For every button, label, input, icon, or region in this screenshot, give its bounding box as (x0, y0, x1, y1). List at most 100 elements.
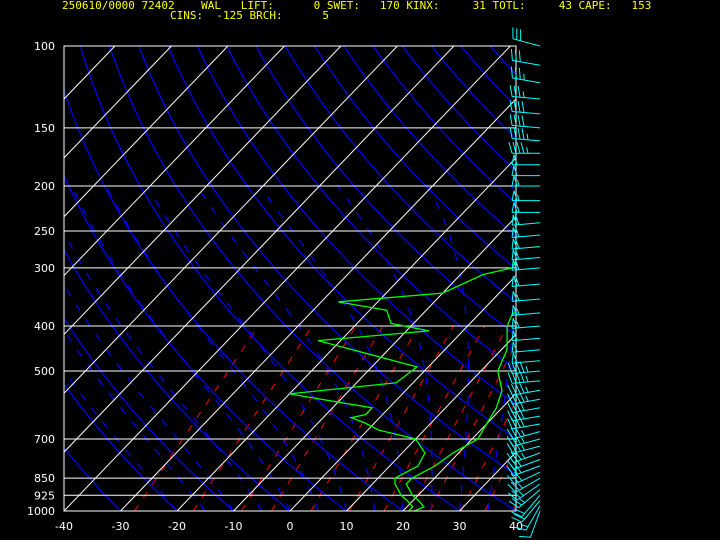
isotherm (459, 451, 516, 511)
isotherm (0, 46, 2, 511)
isotherm (289, 274, 516, 511)
moist-adiabats (64, 185, 516, 511)
wind-barb (506, 456, 541, 470)
y-tick-label: 300 (34, 262, 55, 275)
wind-barb (514, 505, 541, 531)
y-tick-label: 400 (34, 320, 55, 333)
mixing-ratio-line (348, 325, 454, 511)
wind-barb (510, 48, 541, 66)
wind-barb (511, 154, 540, 166)
wind-barb (507, 400, 541, 414)
mixing-ratio-line (134, 325, 259, 511)
x-tick-label: 10 (340, 520, 354, 533)
y-tick-label: 250 (34, 225, 55, 238)
x-tick-label: 20 (396, 520, 410, 533)
wind-barb (511, 305, 541, 316)
y-tick-label: 200 (34, 180, 55, 193)
isotherm (402, 392, 516, 511)
moist-adiabat (64, 329, 206, 511)
mixing-ratio-line (535, 326, 619, 511)
isotherm (346, 333, 516, 511)
temperature-axis-labels: -40 -30 -20 -10 0 10 20 30 40 (55, 520, 523, 533)
dry-adiabat (64, 383, 178, 511)
y-tick-label: 150 (34, 122, 55, 135)
wind-barb (506, 471, 541, 485)
wind-barb (506, 434, 541, 447)
wind-barb (510, 66, 541, 84)
y-tick-label: 925 (34, 489, 55, 502)
dry-adiabat (284, 46, 516, 303)
wind-barb (508, 142, 540, 154)
wind-barb (506, 463, 541, 476)
wind-barb (508, 489, 541, 509)
wind-barb-column (506, 27, 541, 538)
isotherm (64, 46, 511, 511)
moist-adiabat (146, 185, 348, 511)
wind-barb (511, 213, 541, 226)
mixing-ratio-line (429, 343, 516, 511)
isotherm (64, 46, 172, 159)
mixing-ratio-line (383, 325, 485, 511)
sounding-header: 250610/0000 72402 WAL LIFT: 0 SWET: 170 … (0, 0, 720, 24)
mixing-ratio-line (271, 325, 384, 511)
wind-barb (507, 416, 541, 430)
wind-barb (511, 352, 541, 364)
wind-barb (511, 237, 541, 250)
moist-adiabat (337, 185, 433, 511)
dry-adiabat (372, 46, 516, 205)
wind-barb (509, 127, 541, 142)
moist-adiabat (71, 185, 291, 511)
wind-barb (507, 477, 541, 493)
mixing-ratio-line (310, 325, 420, 511)
wind-barb (507, 408, 541, 422)
moist-adiabat (259, 185, 404, 511)
isotherm (120, 98, 516, 511)
isotherm (64, 46, 116, 100)
pressure-axis-labels: 100 150 200 250 300 400 500 700 850 925 1000 (27, 40, 55, 518)
dry-adiabat (401, 46, 516, 172)
wind-barb (511, 202, 540, 213)
dry-adiabat (64, 173, 347, 511)
dry-adiabats (64, 46, 516, 511)
dry-adiabat (167, 46, 516, 440)
dry-adiabat (196, 46, 516, 405)
wind-barb (507, 483, 541, 501)
wind-barb (506, 426, 541, 440)
mixing-ratio-line (484, 445, 516, 511)
temperature-line (405, 309, 516, 511)
wind-barb (511, 226, 541, 238)
x-tick-label: -20 (168, 520, 186, 533)
dewpoint-line (289, 221, 516, 511)
wind-barb (507, 391, 541, 405)
wind-barb (511, 500, 541, 523)
stability-indices-line-1: 250610/0000 72402 WAL LIFT: 0 SWET: 170 … (62, 0, 652, 12)
stability-indices-line-2: CINS: -125 BRCH: 5 (170, 9, 329, 22)
wind-barb (511, 330, 541, 342)
dry-adiabat (138, 46, 516, 476)
x-tick-label: -10 (225, 520, 243, 533)
wind-barb (509, 114, 541, 129)
y-tick-label: 500 (34, 365, 55, 378)
wind-barb (511, 165, 540, 177)
dry-adiabat (489, 46, 516, 76)
isotherm (64, 46, 342, 336)
wind-barb (512, 27, 541, 47)
dry-adiabat (313, 46, 516, 270)
isotherm (233, 216, 516, 511)
mixing-ratio-line (241, 325, 357, 511)
dry-adiabat (64, 447, 121, 511)
y-tick-label: 850 (34, 472, 55, 485)
isotherm (64, 46, 285, 277)
x-tick-label: -40 (55, 520, 73, 533)
wind-barb (507, 361, 541, 374)
x-tick-label: 40 (509, 520, 523, 533)
isotherm (64, 46, 455, 453)
isotherm (64, 46, 229, 218)
moist-adiabat (64, 283, 234, 511)
x-tick-label: -30 (112, 520, 130, 533)
isotherms (0, 46, 516, 511)
wind-barb (509, 100, 541, 115)
isotherm (176, 157, 516, 511)
wind-barb (507, 371, 541, 384)
